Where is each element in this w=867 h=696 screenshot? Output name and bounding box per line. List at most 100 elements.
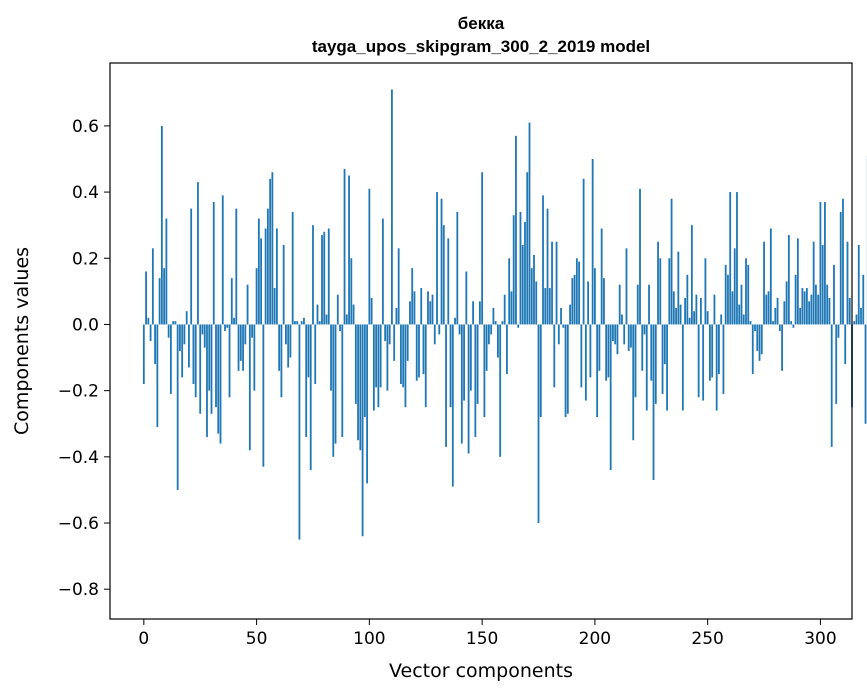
y-tick-label: 0.0 <box>72 315 99 335</box>
bar <box>427 291 429 325</box>
bar <box>334 324 337 444</box>
bar <box>519 211 522 325</box>
bar <box>650 324 653 381</box>
bar <box>837 324 840 338</box>
bar <box>323 231 326 325</box>
bar <box>359 324 362 451</box>
bar <box>404 324 407 408</box>
bar <box>393 324 396 361</box>
bar <box>481 172 484 325</box>
bar <box>776 297 779 325</box>
bar <box>555 241 558 325</box>
bar <box>618 284 621 325</box>
bar <box>167 324 170 338</box>
bar <box>778 324 781 332</box>
x-tick-label: 200 <box>579 629 611 649</box>
bar <box>190 208 193 325</box>
bar <box>384 324 387 341</box>
bar <box>589 324 592 378</box>
bar <box>747 264 750 325</box>
bar <box>163 268 166 325</box>
bar <box>492 307 495 325</box>
bar <box>418 324 420 378</box>
bar <box>805 288 808 325</box>
bar <box>690 225 693 325</box>
bar <box>264 228 267 325</box>
y-tick-label: −0.4 <box>58 448 99 468</box>
bar <box>262 324 265 467</box>
bar <box>294 321 296 325</box>
bar <box>544 288 547 325</box>
bar <box>792 324 795 328</box>
bar <box>269 178 272 325</box>
bar <box>379 324 382 388</box>
bar <box>763 241 765 325</box>
bar <box>363 324 366 418</box>
bar <box>469 324 472 391</box>
bar <box>539 324 542 418</box>
bar <box>686 274 689 325</box>
bar <box>424 324 427 408</box>
bar <box>623 324 626 345</box>
bar <box>409 301 411 325</box>
bar <box>415 324 418 381</box>
bar <box>273 288 276 325</box>
bar <box>828 297 831 325</box>
bar <box>533 254 535 325</box>
bar <box>253 324 256 391</box>
bar <box>472 301 474 325</box>
bar <box>208 324 211 391</box>
bar <box>314 324 317 385</box>
bar <box>641 324 644 371</box>
bar <box>736 192 738 325</box>
bar <box>593 268 596 325</box>
bar <box>751 324 754 375</box>
bar <box>242 324 244 371</box>
bar <box>402 324 405 388</box>
bar <box>345 314 348 325</box>
bar <box>625 248 628 325</box>
bar <box>508 258 511 325</box>
bar <box>560 307 562 325</box>
bar <box>381 218 384 325</box>
bar <box>487 324 490 345</box>
bar <box>228 324 231 398</box>
bar <box>165 218 168 325</box>
bar <box>506 324 508 375</box>
bar <box>754 324 756 332</box>
y-tick-label: 0.6 <box>72 117 99 137</box>
bar <box>666 324 668 411</box>
bar <box>172 321 175 325</box>
bar <box>260 238 262 325</box>
bar <box>627 324 630 351</box>
bar <box>729 192 732 325</box>
y-axis-label: Components values <box>11 247 33 435</box>
bar <box>436 192 438 325</box>
bar <box>321 235 323 325</box>
bar <box>524 221 526 325</box>
bar <box>855 314 858 325</box>
bar <box>503 294 506 325</box>
bar <box>697 324 700 398</box>
bar <box>350 258 353 325</box>
bar <box>212 202 215 325</box>
bar <box>217 324 220 434</box>
bar <box>183 324 186 345</box>
bar <box>239 324 242 361</box>
bar <box>582 178 585 325</box>
bar <box>799 307 802 325</box>
bar <box>395 307 398 325</box>
bar <box>375 324 378 388</box>
bar <box>309 324 312 471</box>
bar <box>230 278 233 325</box>
bar <box>476 324 479 404</box>
bar <box>287 324 290 368</box>
bar <box>765 294 768 325</box>
bar <box>566 324 569 414</box>
bar <box>781 324 783 371</box>
bar <box>731 291 734 325</box>
bar <box>303 317 305 325</box>
bar <box>497 324 499 358</box>
bar <box>151 248 154 325</box>
bar <box>758 324 761 361</box>
